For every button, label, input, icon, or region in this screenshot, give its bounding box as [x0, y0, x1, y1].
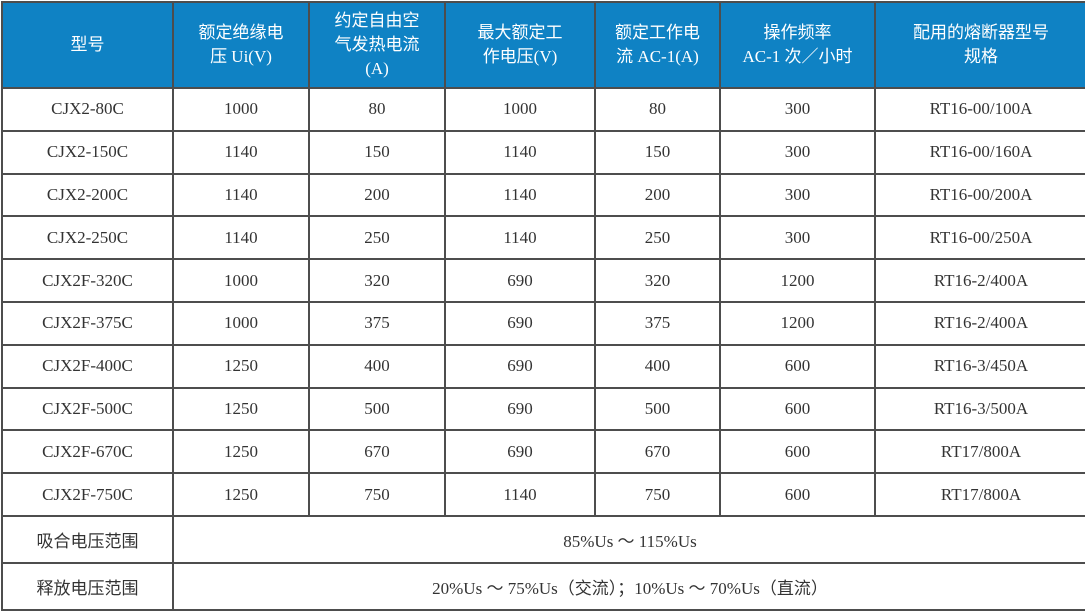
cell-max-working-voltage: 1140 — [444, 472, 596, 517]
cell-fuse-spec: RT17/800A — [874, 429, 1085, 475]
table-row: CJX2F-320C 1000 320 690 320 1200 RT16-2/… — [1, 258, 1085, 303]
cell-max-working-voltage: 1140 — [444, 215, 596, 261]
col-header-conventional-thermal-current: 约定自由空 气发热电流 (A) — [308, 1, 446, 89]
col-header-fuse-spec: 配用的熔断器型号 规格 — [874, 1, 1085, 89]
cell-thermal-current: 80 — [308, 87, 446, 132]
table-row: CJX2-250C 1140 250 1140 250 300 RT16-00/… — [1, 215, 1085, 261]
cell-working-current: 200 — [594, 172, 721, 218]
col-header-max-rated-working-voltage: 最大额定工 作电压(V) — [444, 1, 596, 89]
cell-working-current: 670 — [594, 429, 721, 475]
cell-max-working-voltage: 690 — [444, 386, 596, 432]
cell-working-current: 150 — [594, 129, 721, 175]
cell-release-voltage-value: 20%Us ～ 75%Us（交流）；10%Us ～ 70%Us（直流） — [172, 561, 1085, 612]
table-row: CJX2F-670C 1250 670 690 670 600 RT17/800… — [1, 429, 1085, 475]
cell-thermal-current: 750 — [308, 472, 446, 517]
cell-insulation-voltage: 1000 — [172, 300, 310, 346]
cell-thermal-current: 375 — [308, 300, 446, 346]
cell-insulation-voltage: 1000 — [172, 87, 310, 132]
cell-model: CJX2F-750C — [1, 472, 174, 517]
cell-operating-frequency: 600 — [719, 472, 876, 517]
cell-operating-frequency: 600 — [719, 386, 876, 432]
col-header-operating-frequency: 操作频率 AC-1 次／小时 — [719, 1, 876, 89]
cell-thermal-current: 400 — [308, 343, 446, 389]
table-row: CJX2F-400C 1250 400 690 400 600 RT16-3/4… — [1, 343, 1085, 389]
row-pickup-voltage-range: 吸合电压范围 85%Us ～ 115%Us — [1, 514, 1085, 564]
col-header-model: 型号 — [1, 1, 174, 89]
cell-max-working-voltage: 690 — [444, 258, 596, 303]
header-row: 型号 额定绝缘电 压 Ui(V) 约定自由空 气发热电流 (A) 最大额定工 作… — [1, 1, 1085, 89]
cell-operating-frequency: 300 — [719, 215, 876, 261]
cell-thermal-current: 200 — [308, 172, 446, 218]
cell-fuse-spec: RT16-00/200A — [874, 172, 1085, 218]
table-row: CJX2F-375C 1000 375 690 375 1200 RT16-2/… — [1, 300, 1085, 346]
cell-insulation-voltage: 1140 — [172, 172, 310, 218]
cell-model: CJX2F-375C — [1, 300, 174, 346]
cell-operating-frequency: 300 — [719, 172, 876, 218]
cell-operating-frequency: 600 — [719, 429, 876, 475]
cell-working-current: 750 — [594, 472, 721, 517]
cell-fuse-spec: RT16-00/100A — [874, 87, 1085, 132]
table-row: CJX2F-750C 1250 750 1140 750 600 RT17/80… — [1, 472, 1085, 517]
cell-model: CJX2F-320C — [1, 258, 174, 303]
col-header-rated-insulation-voltage: 额定绝缘电 压 Ui(V) — [172, 1, 310, 89]
cell-insulation-voltage: 1250 — [172, 386, 310, 432]
cell-thermal-current: 670 — [308, 429, 446, 475]
cell-model: CJX2-150C — [1, 129, 174, 175]
cell-working-current: 500 — [594, 386, 721, 432]
cell-operating-frequency: 1200 — [719, 258, 876, 303]
cell-model: CJX2F-400C — [1, 343, 174, 389]
cell-model: CJX2-200C — [1, 172, 174, 218]
col-header-rated-working-current: 额定工作电 流 AC-1(A) — [594, 1, 721, 89]
cell-fuse-spec: RT16-3/500A — [874, 386, 1085, 432]
table-row: CJX2-150C 1140 150 1140 150 300 RT16-00/… — [1, 129, 1085, 175]
cell-insulation-voltage: 1000 — [172, 258, 310, 303]
cell-pickup-voltage-label: 吸合电压范围 — [1, 514, 174, 564]
cell-thermal-current: 250 — [308, 215, 446, 261]
cell-thermal-current: 150 — [308, 129, 446, 175]
cell-fuse-spec: RT17/800A — [874, 472, 1085, 517]
cell-fuse-spec: RT16-00/160A — [874, 129, 1085, 175]
cell-operating-frequency: 1200 — [719, 300, 876, 346]
table-row: CJX2-200C 1140 200 1140 200 300 RT16-00/… — [1, 172, 1085, 218]
row-release-voltage-range: 释放电压范围 20%Us ～ 75%Us（交流）；10%Us ～ 70%Us（直… — [1, 561, 1085, 612]
cell-working-current: 250 — [594, 215, 721, 261]
cell-model: CJX2F-500C — [1, 386, 174, 432]
cell-fuse-spec: RT16-2/400A — [874, 300, 1085, 346]
cell-pickup-voltage-value: 85%Us ～ 115%Us — [172, 514, 1085, 564]
cell-model: CJX2-250C — [1, 215, 174, 261]
table-row: CJX2F-500C 1250 500 690 500 600 RT16-3/5… — [1, 386, 1085, 432]
cell-max-working-voltage: 1140 — [444, 172, 596, 218]
cell-working-current: 320 — [594, 258, 721, 303]
cell-operating-frequency: 300 — [719, 129, 876, 175]
cell-insulation-voltage: 1140 — [172, 129, 310, 175]
cell-thermal-current: 500 — [308, 386, 446, 432]
cell-fuse-spec: RT16-2/400A — [874, 258, 1085, 303]
cell-working-current: 375 — [594, 300, 721, 346]
cell-max-working-voltage: 1140 — [444, 129, 596, 175]
cell-insulation-voltage: 1250 — [172, 429, 310, 475]
cell-max-working-voltage: 690 — [444, 300, 596, 346]
cell-insulation-voltage: 1140 — [172, 215, 310, 261]
cell-fuse-spec: RT16-00/250A — [874, 215, 1085, 261]
cell-model: CJX2F-670C — [1, 429, 174, 475]
table-row: CJX2-80C 1000 80 1000 80 300 RT16-00/100… — [1, 87, 1085, 132]
cell-max-working-voltage: 1000 — [444, 87, 596, 132]
cell-operating-frequency: 300 — [719, 87, 876, 132]
cell-max-working-voltage: 690 — [444, 343, 596, 389]
cell-thermal-current: 320 — [308, 258, 446, 303]
cell-insulation-voltage: 1250 — [172, 472, 310, 517]
cell-fuse-spec: RT16-3/450A — [874, 343, 1085, 389]
cell-insulation-voltage: 1250 — [172, 343, 310, 389]
cell-operating-frequency: 600 — [719, 343, 876, 389]
cell-max-working-voltage: 690 — [444, 429, 596, 475]
cell-release-voltage-label: 释放电压范围 — [1, 561, 174, 612]
cell-model: CJX2-80C — [1, 87, 174, 132]
cell-working-current: 80 — [594, 87, 721, 132]
cell-working-current: 400 — [594, 343, 721, 389]
